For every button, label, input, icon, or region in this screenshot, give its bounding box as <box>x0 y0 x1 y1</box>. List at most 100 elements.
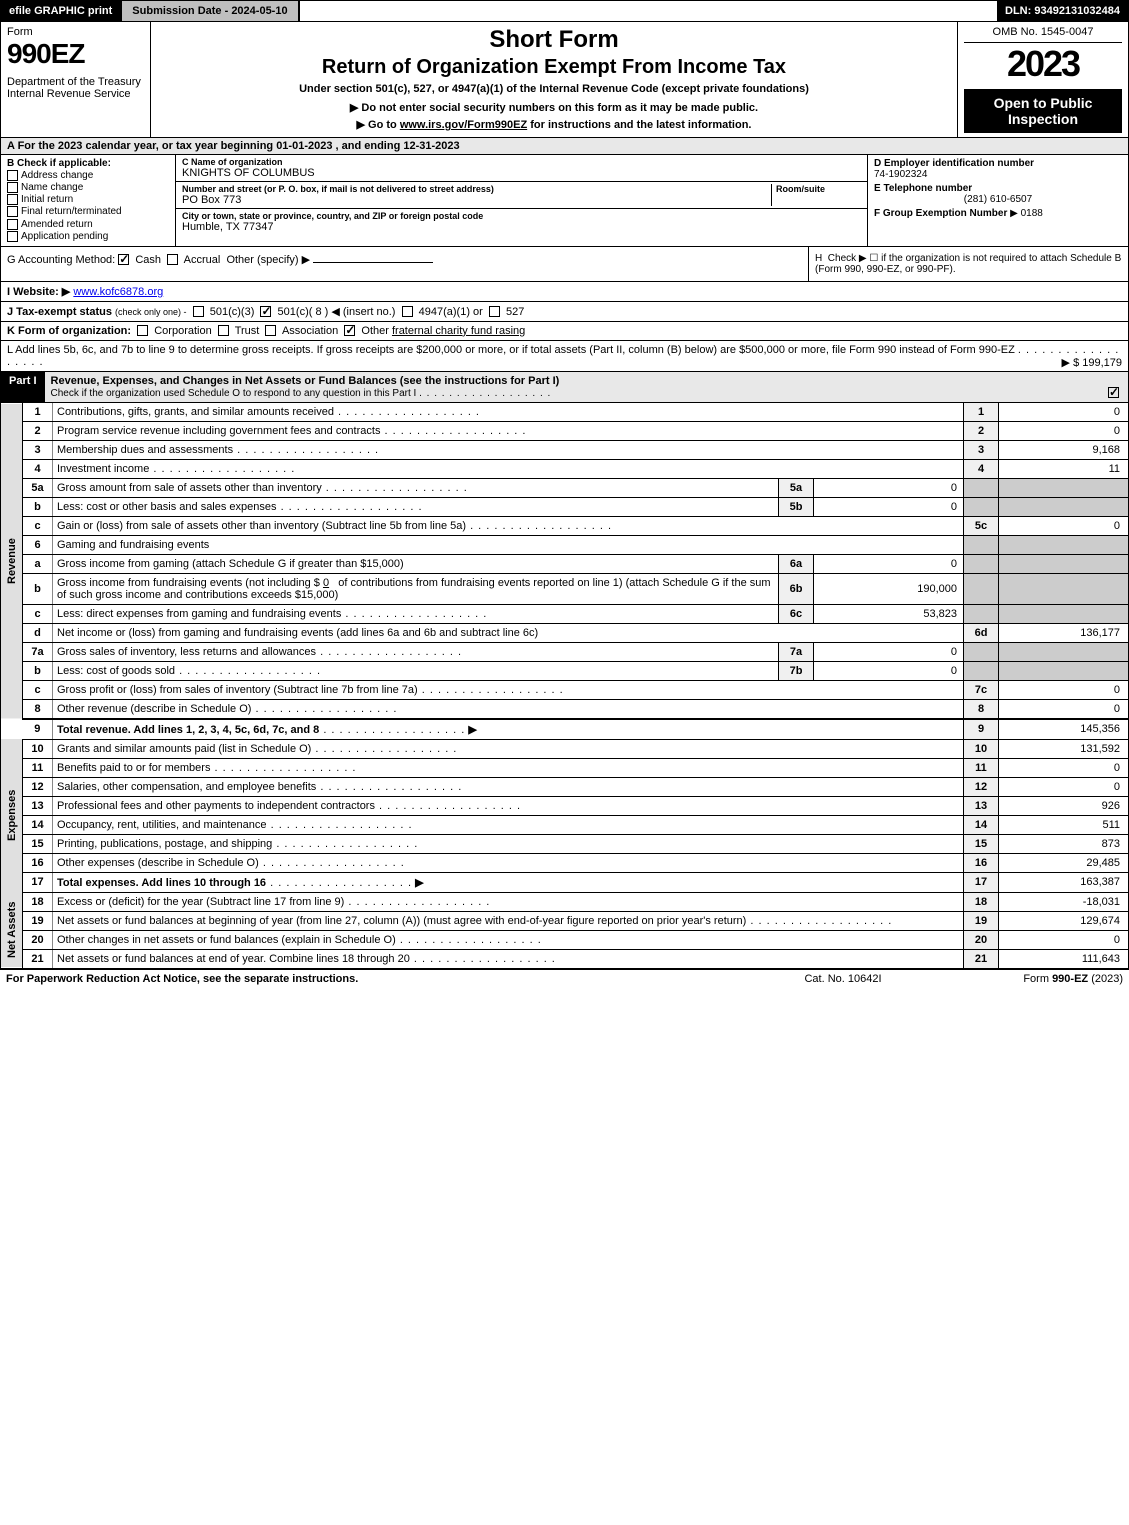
part1-schedule-o-checkbox[interactable] <box>1108 387 1119 398</box>
chk-final-return[interactable]: Final return/terminated <box>7 206 169 217</box>
k-label: K Form of organization: <box>7 325 131 337</box>
line-11: 11 Benefits paid to or for members 11 0 <box>1 758 1129 777</box>
line-17: 17 Total expenses. Add lines 10 through … <box>1 872 1129 892</box>
c-city-row: City or town, state or province, country… <box>176 209 867 235</box>
g-other: Other (specify) ▶ <box>226 254 310 266</box>
vert-revenue: Revenue <box>1 403 23 719</box>
row-gh: G Accounting Method: Cash Accrual Other … <box>0 247 1129 282</box>
footer-catno: Cat. No. 10642I <box>743 973 943 985</box>
line-10: Expenses 10 Grants and similar amounts p… <box>1 739 1129 758</box>
k-other-checkbox[interactable] <box>344 325 355 336</box>
e-phone-label: E Telephone number <box>874 183 1122 194</box>
k-assoc-checkbox[interactable] <box>265 325 276 336</box>
h-label: H <box>815 253 822 264</box>
footer-formref: Form 990-EZ (2023) <box>943 973 1123 985</box>
f-group-label: F Group Exemption Number <box>874 208 1007 219</box>
row-l-gross: L Add lines 5b, 6c, and 7b to line 9 to … <box>0 341 1129 372</box>
header-left: Form 990EZ Department of the Treasury In… <box>1 22 151 137</box>
c-name-row: C Name of organization KNIGHTS OF COLUMB… <box>176 155 867 182</box>
i-label: I Website: ▶ <box>7 286 70 298</box>
goto-suffix: for instructions and the latest informat… <box>527 119 751 131</box>
chk-name-change[interactable]: Name change <box>7 182 169 193</box>
j-501c3-checkbox[interactable] <box>193 306 204 317</box>
line-7a: 7a Gross sales of inventory, less return… <box>1 642 1129 661</box>
line-13: 13 Professional fees and other payments … <box>1 796 1129 815</box>
part1-header-row: Part I Revenue, Expenses, and Changes in… <box>0 372 1129 403</box>
part1-check-line: Check if the organization used Schedule … <box>51 388 552 399</box>
c-city-label: City or town, state or province, country… <box>182 211 861 221</box>
line-6c: c Less: direct expenses from gaming and … <box>1 604 1129 623</box>
form-number: 990EZ <box>7 38 144 70</box>
j-label: J Tax-exempt status <box>7 306 112 318</box>
c-room-label: Room/suite <box>776 184 861 194</box>
form-header: Form 990EZ Department of the Treasury In… <box>0 22 1129 138</box>
line-5b: b Less: cost or other basis and sales ex… <box>1 497 1129 516</box>
row-i-website: I Website: ▶ www.kofc6878.org <box>0 282 1129 302</box>
d-ein-value: 74-1902324 <box>874 169 1122 180</box>
line-6d: d Net income or (loss) from gaming and f… <box>1 623 1129 642</box>
line-2: 2 Program service revenue including gove… <box>1 421 1129 440</box>
chk-initial-return[interactable]: Initial return <box>7 194 169 205</box>
part1-title: Revenue, Expenses, and Changes in Net As… <box>45 372 1128 402</box>
g-cash-checkbox[interactable] <box>118 254 129 265</box>
j-501c: 501(c)( 8 ) ◀ (insert no.) <box>278 306 396 318</box>
dept-label: Department of the Treasury Internal Reve… <box>7 76 144 100</box>
title-short-form: Short Form <box>161 26 947 54</box>
title-return: Return of Organization Exempt From Incom… <box>161 56 947 79</box>
j-501c-checkbox[interactable] <box>260 306 271 317</box>
col-def: D Employer identification number 74-1902… <box>868 155 1128 246</box>
line-18: Net Assets 18 Excess or (deficit) for th… <box>1 892 1129 911</box>
vert-expenses: Expenses <box>1 739 23 892</box>
tax-year: 2023 <box>964 43 1122 85</box>
j-4947-checkbox[interactable] <box>402 306 413 317</box>
irs-link[interactable]: www.irs.gov/Form990EZ <box>400 119 527 131</box>
j-501c3: 501(c)(3) <box>210 306 255 318</box>
line-7c: c Gross profit or (loss) from sales of i… <box>1 680 1129 699</box>
j-527: 527 <box>506 306 524 318</box>
line-16: 16 Other expenses (describe in Schedule … <box>1 853 1129 872</box>
goto-prefix: ▶ Go to <box>357 119 400 131</box>
k-other: Other <box>361 325 389 337</box>
l-text: L Add lines 5b, 6c, and 7b to line 9 to … <box>7 344 1015 356</box>
chk-address-change[interactable]: Address change <box>7 170 169 181</box>
form-label: Form <box>7 26 144 38</box>
col-b-checkboxes: B Check if applicable: Address change Na… <box>1 155 176 246</box>
line-20: 20 Other changes in net assets or fund b… <box>1 930 1129 949</box>
lines-table: Revenue 1 Contributions, gifts, grants, … <box>0 403 1129 969</box>
b-label: B Check if applicable: <box>7 158 169 169</box>
line-19: 19 Net assets or fund balances at beginn… <box>1 911 1129 930</box>
c-street-label: Number and street (or P. O. box, if mail… <box>182 184 771 194</box>
open-public: Open to Public Inspection <box>964 89 1122 133</box>
chk-amended-return[interactable]: Amended return <box>7 219 169 230</box>
j-527-checkbox[interactable] <box>489 306 500 317</box>
k-corp-checkbox[interactable] <box>137 325 148 336</box>
row-j-status: J Tax-exempt status (check only one) - 5… <box>0 302 1129 322</box>
g-accounting: G Accounting Method: Cash Accrual Other … <box>1 247 808 281</box>
line-3: 3 Membership dues and assessments 3 9,16… <box>1 440 1129 459</box>
footer: For Paperwork Reduction Act Notice, see … <box>0 969 1129 988</box>
line-7b: b Less: cost of goods sold 7b 0 <box>1 661 1129 680</box>
line-21: 21 Net assets or fund balances at end of… <box>1 949 1129 968</box>
k-assoc: Association <box>282 325 338 337</box>
h-text: Check ▶ ☐ if the organization is not req… <box>815 253 1121 275</box>
section-bcdef: B Check if applicable: Address change Na… <box>0 155 1129 247</box>
j-4947: 4947(a)(1) or <box>419 306 483 318</box>
c-name-label: C Name of organization <box>182 157 861 167</box>
row-k-form-org: K Form of organization: Corporation Trus… <box>0 322 1129 341</box>
efile-label[interactable]: efile GRAPHIC print <box>1 1 120 21</box>
part1-label: Part I <box>1 372 45 402</box>
line-12: 12 Salaries, other compensation, and emp… <box>1 777 1129 796</box>
dln-label: DLN: 93492131032484 <box>997 1 1128 21</box>
i-website-link[interactable]: www.kofc6878.org <box>73 286 163 298</box>
k-trust-checkbox[interactable] <box>218 325 229 336</box>
subtitle-ssn: ▶ Do not enter social security numbers o… <box>161 101 947 114</box>
line-14: 14 Occupancy, rent, utilities, and maint… <box>1 815 1129 834</box>
g-accrual-checkbox[interactable] <box>167 254 178 265</box>
chk-application-pending[interactable]: Application pending <box>7 231 169 242</box>
k-other-value: fraternal charity fund rasing <box>392 325 525 337</box>
g-other-blank[interactable] <box>313 262 433 263</box>
k-corp: Corporation <box>154 325 211 337</box>
omb-number: OMB No. 1545-0047 <box>964 26 1122 43</box>
c-street-row: Number and street (or P. O. box, if mail… <box>176 182 867 209</box>
line-9: 9 Total revenue. Add lines 1, 2, 3, 4, 5… <box>1 719 1129 740</box>
